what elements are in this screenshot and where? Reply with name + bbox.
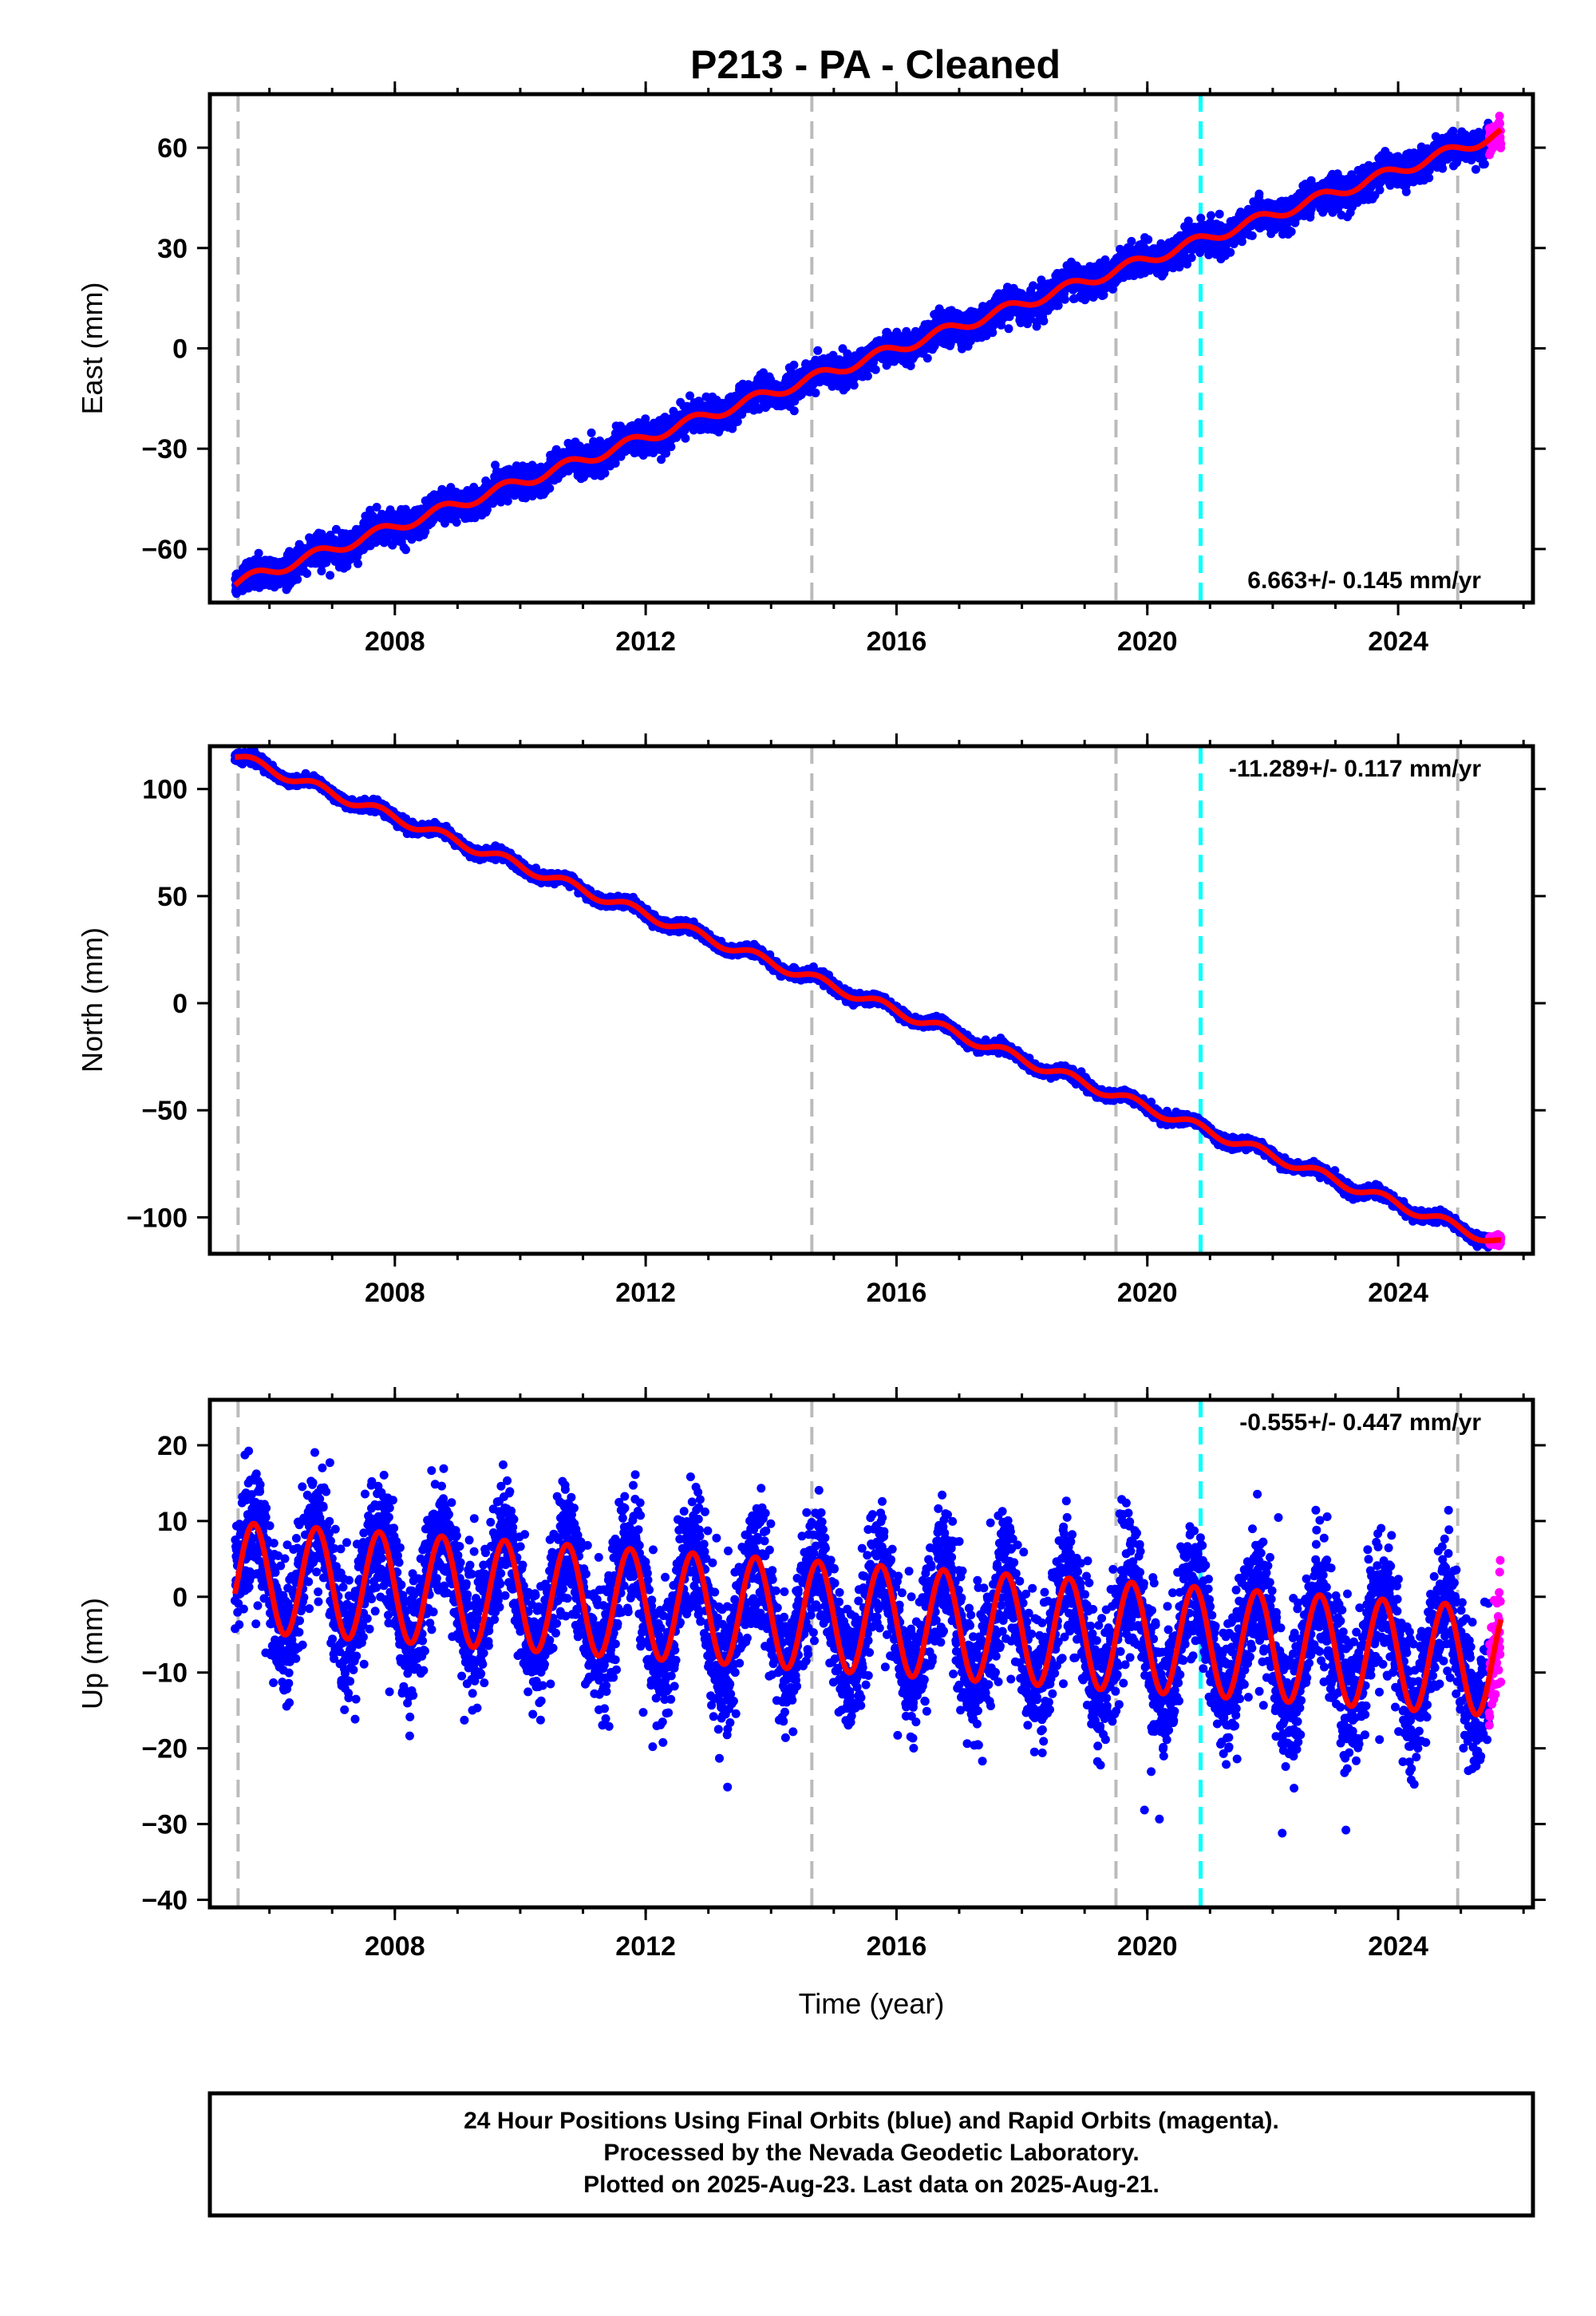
east-panel: 2008 2012 2016 2020 2024 −60 −30 0 30 60 East (mm)… [76,81,1546,657]
y-tick-label: −30 [141,434,188,464]
velocity-label: -0.555+/- 0.447 mm/yr [1239,1409,1481,1436]
x-tick-label: 2016 [867,1278,927,1308]
y-tick-label: −10 [141,1658,188,1689]
x-tick-label: 2020 [1117,1278,1178,1308]
x-tick-label: 2024 [1368,626,1428,657]
plot-frame [207,744,1535,1256]
x-tick-label: 2020 [1117,626,1178,657]
up-panel: 2008 2012 2016 2020 2024 −40 −30 −20 −10 0 10 20 Up … [76,1387,1546,2020]
y-axis-title: North (mm) [76,927,109,1073]
y-axis-title: East (mm) [76,283,109,415]
north-panel: 2008 2012 2016 2020 2024 −100 −50 0 50 100 North (… [76,733,1546,1308]
y-tick-label: 0 [172,1583,188,1613]
y-tick-label: 0 [172,334,188,365]
y-tick-label: −20 [141,1734,188,1765]
x-tick-label: 2012 [615,626,676,657]
x-tick-label: 2008 [365,1278,425,1308]
x-axis-title: Time (year) [799,1987,945,2020]
plot-frame [207,1397,1535,1910]
footer-box: 24 Hour Positions Using Final Orbits (bl… [207,2091,1535,2218]
y-tick-label: −40 [141,1886,188,1916]
y-tick-label: 60 [157,133,188,164]
y-tick-label: −30 [141,1810,188,1840]
y-tick-label: −50 [141,1096,188,1126]
velocity-label: 6.663+/- 0.145 mm/yr [1247,567,1481,594]
y-tick-label: −100 [126,1203,188,1233]
final-orbit-points [231,118,1494,599]
footer-line-3: Plotted on 2025-Aug-23. Last data on 202… [583,2172,1159,2198]
y-axis-title: Up (mm) [76,1598,109,1709]
x-tick-label: 2016 [867,1931,927,1962]
y-tick-label: 50 [157,882,188,912]
model-curve [232,753,1503,1244]
y-tick-label: 0 [172,989,188,1019]
x-tick-label: 2020 [1117,1931,1178,1962]
x-tick-label: 2008 [365,1931,425,1962]
footer-line-2: Processed by the Nevada Geodetic Laborat… [603,2140,1139,2166]
chart-title: P213 - PA - Cleaned [690,42,1061,87]
y-tick-label: 20 [157,1431,188,1461]
x-tick-label: 2012 [615,1278,676,1308]
x-tick-label: 2008 [365,626,425,657]
y-tick-label: 10 [157,1507,188,1537]
y-tick-label: 100 [142,775,188,805]
x-tick-label: 2016 [867,626,927,657]
y-tick-label: −60 [141,535,188,565]
x-tick-label: 2024 [1368,1278,1428,1308]
y-tick-label: 30 [157,234,188,264]
velocity-label: -11.289+/- 0.117 mm/yr [1229,756,1481,782]
x-tick-label: 2012 [615,1931,676,1962]
x-tick-label: 2024 [1368,1931,1428,1962]
model-curve [231,1520,1504,1717]
footer-line-1: 24 Hour Positions Using Final Orbits (bl… [464,2108,1279,2134]
model-curve [232,127,1503,588]
